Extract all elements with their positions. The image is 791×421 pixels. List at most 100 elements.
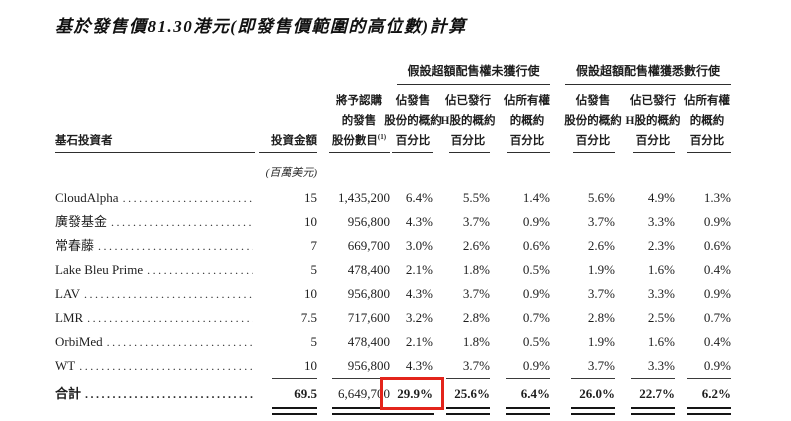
total-pct-cell: 6.4% bbox=[520, 386, 550, 401]
footnote-marker: (1) bbox=[377, 133, 387, 142]
col-header-investor: 基石投資者 bbox=[55, 89, 255, 151]
dot-leader bbox=[87, 306, 253, 330]
dot-leader bbox=[111, 210, 253, 234]
amount-cell: 5 bbox=[310, 334, 318, 349]
total-double-rule bbox=[687, 407, 731, 415]
pct-cell: 3.7% bbox=[462, 286, 490, 301]
pct-cell: 2.5% bbox=[647, 310, 675, 325]
pct-cell: 2.3% bbox=[647, 238, 675, 253]
total-top-rule bbox=[631, 378, 675, 379]
pct-cell: 0.9% bbox=[703, 286, 731, 301]
pct-cell: 1.8% bbox=[462, 262, 490, 277]
total-pct-cell: 22.7% bbox=[639, 386, 675, 401]
pct-cell: 5.6% bbox=[587, 190, 615, 205]
total-top-rule bbox=[446, 378, 490, 379]
total-double-rule bbox=[631, 407, 675, 415]
dot-leader bbox=[147, 258, 253, 282]
investor-name: 廣發基金 bbox=[55, 214, 108, 229]
pct-cell: 1.4% bbox=[522, 190, 550, 205]
pct-cell: 2.8% bbox=[462, 310, 490, 325]
col-header-amount-label: 投資金額 bbox=[271, 135, 317, 147]
col-header-pct-issued-h-1: 佔已發行 H股的概約 百分比 bbox=[440, 95, 496, 147]
pct-cell: 1.9% bbox=[587, 334, 615, 349]
total-top-rule bbox=[687, 378, 731, 379]
pct-cell: 1.3% bbox=[703, 190, 731, 205]
dot-leader bbox=[123, 186, 253, 210]
pct-cell: 2.6% bbox=[462, 238, 490, 253]
table-row: 常春藤 7 669,700 3.0% 2.6% 0.6% 2.6% 2.3% 0… bbox=[55, 234, 731, 258]
pct-cell: 0.9% bbox=[703, 214, 731, 229]
pct-cell: 0.6% bbox=[703, 238, 731, 253]
col-header-pct-offer-2: 佔發售 股份的概約 百分比 bbox=[564, 95, 622, 147]
dot-leader bbox=[107, 330, 253, 354]
table-row: LMR 7.5 717,600 3.2% 2.8% 0.7% 2.8% 2.5%… bbox=[55, 306, 731, 330]
pct-cell: 1.6% bbox=[647, 334, 675, 349]
total-double-rule bbox=[332, 407, 390, 415]
total-amount-cell: 69.5 bbox=[294, 386, 317, 401]
investor-name: LAV bbox=[55, 286, 81, 301]
pct-cell: 3.2% bbox=[405, 310, 433, 325]
col-header-pct-ownership-2: 佔所有權 的概約 百分比 bbox=[684, 95, 730, 147]
amount-cell: 10 bbox=[304, 214, 317, 229]
dot-leader bbox=[85, 383, 253, 405]
amount-cell: 10 bbox=[304, 286, 317, 301]
total-top-rule bbox=[506, 378, 550, 379]
total-row: 合計 69.5 6,649,700 29.9% 25.6% 6.4% 26.0%… bbox=[55, 383, 731, 405]
amount-cell: 10 bbox=[304, 358, 317, 373]
shares-cell: 956,800 bbox=[347, 358, 390, 373]
shares-cell: 717,600 bbox=[347, 310, 390, 325]
header-rule-pct6 bbox=[687, 152, 731, 153]
header-rule-pct1 bbox=[392, 152, 433, 153]
header-rule-pct4 bbox=[573, 152, 615, 153]
total-double-rule bbox=[446, 407, 490, 415]
shares-cell: 478,400 bbox=[347, 334, 390, 349]
total-double-rule bbox=[506, 407, 550, 415]
pct-cell: 0.4% bbox=[703, 334, 731, 349]
investor-name: WT bbox=[55, 358, 76, 373]
shares-cell: 478,400 bbox=[347, 262, 390, 277]
col-header-shares: 將予認購 的發售 股份數目(1) bbox=[331, 95, 387, 147]
total-pct-cell: 25.6% bbox=[454, 386, 490, 401]
pct-cell: 0.9% bbox=[522, 286, 550, 301]
pct-cell: 0.7% bbox=[522, 310, 550, 325]
pct-cell: 1.8% bbox=[462, 334, 490, 349]
dot-leader bbox=[98, 234, 253, 258]
table-row: WT 10 956,800 4.3% 3.7% 0.9% 3.7% 3.3% 0… bbox=[55, 354, 731, 378]
table-body: CloudAlpha 15 1,435,200 6.4% 5.5% 1.4% 5… bbox=[55, 186, 731, 417]
total-pct-cell-highlighted: 29.9% bbox=[397, 386, 433, 401]
col-header-pct-offer-1: 佔發售 股份的概約 百分比 bbox=[384, 95, 442, 147]
pct-cell: 3.7% bbox=[587, 214, 615, 229]
amount-cell: 7 bbox=[310, 238, 318, 253]
header-rule-investor bbox=[55, 152, 255, 153]
pct-cell: 4.3% bbox=[405, 286, 433, 301]
pct-cell: 1.9% bbox=[587, 262, 615, 277]
header-rule-pct3 bbox=[507, 152, 550, 153]
total-pct-cell: 26.0% bbox=[579, 386, 615, 401]
table-row: LAV 10 956,800 4.3% 3.7% 0.9% 3.7% 3.3% … bbox=[55, 282, 731, 306]
investor-name: LMR bbox=[55, 310, 84, 325]
pct-cell: 3.3% bbox=[647, 214, 675, 229]
table-row: 廣發基金 10 956,800 4.3% 3.7% 0.9% 3.7% 3.3%… bbox=[55, 210, 731, 234]
pct-cell: 4.3% bbox=[405, 214, 433, 229]
amount-cell: 5 bbox=[310, 262, 318, 277]
pct-cell: 3.3% bbox=[647, 358, 675, 373]
pct-cell: 0.6% bbox=[522, 238, 550, 253]
shares-cell: 956,800 bbox=[347, 214, 390, 229]
header-rule-pct2 bbox=[449, 152, 490, 153]
col-header-pct-ownership-1: 佔所有權 的概約 百分比 bbox=[504, 95, 550, 147]
pct-cell: 0.5% bbox=[522, 334, 550, 349]
pct-cell: 4.3% bbox=[405, 358, 433, 373]
table-row: Lake Bleu Prime 5 478,400 2.1% 1.8% 0.5%… bbox=[55, 258, 731, 282]
pct-cell: 0.4% bbox=[703, 262, 731, 277]
pct-cell: 6.4% bbox=[405, 190, 433, 205]
investor-name: 常春藤 bbox=[55, 238, 95, 253]
pct-cell: 0.5% bbox=[522, 262, 550, 277]
pct-cell: 3.7% bbox=[462, 214, 490, 229]
page-title: 基於發售價81.30港元(即發售價範圍的高位數)計算 bbox=[55, 17, 467, 36]
pct-cell: 2.1% bbox=[405, 262, 433, 277]
shares-cell: 956,800 bbox=[347, 286, 390, 301]
shares-cell: 1,435,200 bbox=[338, 190, 390, 205]
pct-cell: 3.3% bbox=[647, 286, 675, 301]
amount-cell: 15 bbox=[304, 190, 317, 205]
